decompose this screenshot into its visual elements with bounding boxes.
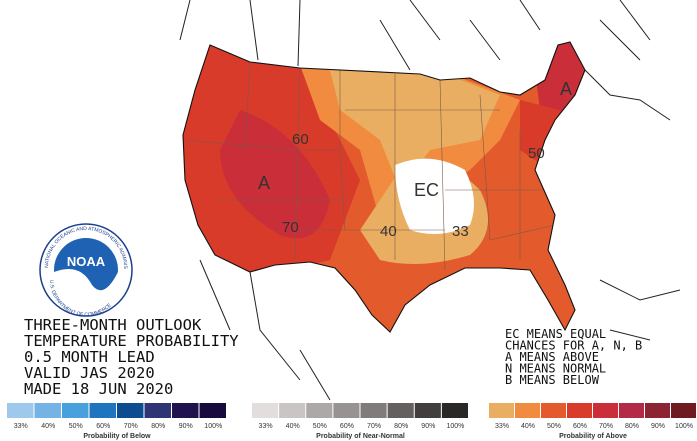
legend-label: 60% <box>96 423 110 430</box>
legend-label: 50% <box>69 423 83 430</box>
legend-label: 50% <box>547 423 561 430</box>
legend-swatch <box>593 403 618 418</box>
legend-label: 80% <box>625 423 639 430</box>
legend-swatch <box>541 403 566 418</box>
key-line: B MEANS BELOW <box>505 373 600 387</box>
category-label: A <box>560 79 572 99</box>
legend: 33% 40% 50% 60% 70% 80% 90% 100% Probability of … <box>7 403 696 440</box>
key-line: CHANCES FOR A, N, B <box>505 339 642 353</box>
legend-label: 100% <box>675 423 693 430</box>
legend-swatch <box>306 403 333 418</box>
legend-label: 90% <box>421 423 435 430</box>
legend-label: 40% <box>286 423 300 430</box>
legend-label: 90% <box>651 423 665 430</box>
legend-label: 100% <box>446 423 464 430</box>
legend-swatch <box>515 403 540 418</box>
legend-swatch <box>441 403 468 418</box>
legend-title: Probability of Above <box>559 433 627 440</box>
legend-swatch <box>172 403 199 418</box>
legend-swatch <box>360 403 387 418</box>
key-line: EC MEANS EQUAL <box>505 327 606 341</box>
legend-label: 80% <box>394 423 408 430</box>
legend-swatch <box>144 403 171 418</box>
background-borders <box>179 0 681 401</box>
legend-swatch <box>62 403 89 418</box>
legend-label: 33% <box>495 423 509 430</box>
legend-title: Probability of Near-Normal <box>316 433 405 440</box>
legend-swatch <box>387 403 414 418</box>
map-labels: 60 A 70 EC 40 33 A 50 <box>258 79 572 240</box>
outlook-line: 0.5 MONTH LEAD <box>24 348 155 366</box>
legend-swatch <box>89 403 116 418</box>
contour-label: 33 <box>452 223 469 240</box>
key-line: N MEANS NORMAL <box>505 362 606 376</box>
legend-swatch <box>7 403 34 418</box>
legend-label: 60% <box>573 423 587 430</box>
legend-label: 70% <box>599 423 613 430</box>
logo-text: NOAA <box>67 254 106 269</box>
legend-swatch <box>567 403 592 418</box>
legend-label: 40% <box>41 423 55 430</box>
legend-swatch <box>333 403 360 418</box>
outlook-line: VALID JAS 2020 <box>24 364 155 382</box>
category-label: A <box>258 173 270 193</box>
legend-swatch <box>199 403 226 418</box>
legend-label: 60% <box>340 423 354 430</box>
outlook-line: THREE-MONTH OUTLOOK <box>24 316 202 334</box>
legend-label: 90% <box>179 423 193 430</box>
legend-swatch <box>645 403 670 418</box>
legend-swatch <box>117 403 144 418</box>
logo-gull <box>54 268 118 304</box>
key-line: A MEANS ABOVE <box>505 350 599 364</box>
legend-label: 70% <box>367 423 381 430</box>
legend-label: 70% <box>124 423 138 430</box>
legend-swatch <box>34 403 61 418</box>
contour-label: 70 <box>282 219 299 236</box>
contour-label: 50 <box>528 145 545 162</box>
legend-label: 80% <box>151 423 165 430</box>
legend-label: 40% <box>521 423 535 430</box>
contour-label: 40 <box>380 223 397 240</box>
legend-swatch <box>279 403 306 418</box>
legend-label: 50% <box>313 423 327 430</box>
state-lines <box>184 61 556 271</box>
legend-label: 33% <box>14 423 28 430</box>
legend-title: Probability of Below <box>83 433 151 440</box>
legend-swatch <box>414 403 441 418</box>
outlook-line: TEMPERATURE PROBABILITY <box>24 332 239 350</box>
legend-swatch <box>252 403 279 418</box>
us-outline <box>182 41 586 333</box>
legend-label: 100% <box>204 423 222 430</box>
legend-swatch <box>619 403 644 418</box>
legend-swatch <box>671 403 696 418</box>
noaa-logo: NOAA NATIONAL OCEANIC AND ATMOSPHERIC AD… <box>0 0 133 318</box>
legend-label: 33% <box>259 423 273 430</box>
category-label: EC <box>414 180 439 200</box>
contour-label: 60 <box>292 131 309 148</box>
outlook-line: MADE 18 JUN 2020 <box>24 380 173 398</box>
legend-swatch <box>489 403 514 418</box>
